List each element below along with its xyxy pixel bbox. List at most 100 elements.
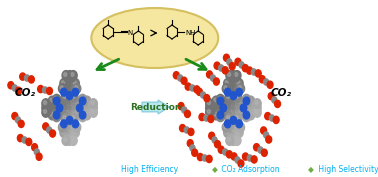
Circle shape bbox=[83, 110, 91, 120]
Circle shape bbox=[222, 110, 226, 114]
Circle shape bbox=[253, 99, 261, 109]
Circle shape bbox=[79, 112, 87, 122]
Circle shape bbox=[76, 104, 83, 112]
Circle shape bbox=[85, 112, 88, 116]
Circle shape bbox=[229, 114, 233, 118]
Circle shape bbox=[225, 120, 231, 128]
Circle shape bbox=[261, 127, 266, 134]
Circle shape bbox=[237, 84, 245, 93]
Circle shape bbox=[228, 112, 236, 122]
Circle shape bbox=[54, 103, 62, 113]
Circle shape bbox=[211, 75, 215, 81]
Circle shape bbox=[52, 110, 55, 114]
Circle shape bbox=[73, 101, 81, 111]
Circle shape bbox=[88, 101, 96, 110]
Circle shape bbox=[237, 130, 240, 134]
Circle shape bbox=[80, 96, 84, 100]
Circle shape bbox=[237, 81, 240, 84]
Circle shape bbox=[235, 116, 239, 119]
Circle shape bbox=[182, 107, 187, 113]
Circle shape bbox=[229, 63, 235, 70]
Circle shape bbox=[221, 105, 224, 109]
Circle shape bbox=[51, 107, 54, 111]
Circle shape bbox=[51, 98, 59, 108]
Circle shape bbox=[47, 109, 50, 113]
Circle shape bbox=[66, 85, 74, 95]
Circle shape bbox=[243, 111, 249, 119]
Circle shape bbox=[246, 67, 253, 74]
Circle shape bbox=[59, 84, 67, 93]
Circle shape bbox=[48, 105, 52, 109]
Circle shape bbox=[74, 109, 82, 118]
Circle shape bbox=[238, 86, 242, 90]
Circle shape bbox=[50, 98, 53, 102]
Circle shape bbox=[42, 99, 50, 109]
Circle shape bbox=[63, 107, 71, 116]
Circle shape bbox=[245, 98, 253, 108]
Circle shape bbox=[85, 98, 88, 102]
Circle shape bbox=[60, 86, 63, 90]
Circle shape bbox=[227, 134, 235, 144]
Circle shape bbox=[240, 110, 243, 114]
Circle shape bbox=[43, 110, 46, 113]
Circle shape bbox=[241, 108, 249, 117]
Circle shape bbox=[216, 110, 219, 114]
Circle shape bbox=[209, 102, 212, 106]
Circle shape bbox=[69, 82, 72, 86]
Circle shape bbox=[68, 100, 76, 109]
Circle shape bbox=[67, 123, 70, 127]
Circle shape bbox=[50, 105, 58, 115]
Circle shape bbox=[229, 136, 237, 145]
Circle shape bbox=[12, 85, 17, 91]
Circle shape bbox=[69, 136, 77, 145]
Circle shape bbox=[214, 109, 222, 118]
Circle shape bbox=[71, 116, 75, 119]
Circle shape bbox=[228, 138, 231, 142]
Circle shape bbox=[71, 128, 79, 138]
Circle shape bbox=[225, 81, 233, 91]
Circle shape bbox=[57, 105, 60, 109]
Circle shape bbox=[47, 102, 50, 105]
Circle shape bbox=[91, 105, 94, 109]
Circle shape bbox=[224, 107, 227, 111]
Circle shape bbox=[61, 125, 69, 135]
Circle shape bbox=[67, 126, 75, 136]
Circle shape bbox=[66, 77, 74, 86]
Circle shape bbox=[43, 105, 46, 109]
Circle shape bbox=[66, 91, 74, 101]
Circle shape bbox=[87, 102, 91, 105]
Circle shape bbox=[240, 100, 243, 104]
Circle shape bbox=[70, 77, 73, 81]
Circle shape bbox=[86, 105, 89, 109]
Circle shape bbox=[231, 79, 234, 82]
Circle shape bbox=[244, 114, 247, 118]
Circle shape bbox=[228, 87, 231, 91]
Circle shape bbox=[239, 62, 244, 68]
Circle shape bbox=[211, 102, 214, 105]
Circle shape bbox=[235, 123, 238, 127]
Circle shape bbox=[91, 110, 94, 113]
Circle shape bbox=[47, 103, 55, 113]
Circle shape bbox=[64, 138, 67, 142]
Circle shape bbox=[217, 97, 224, 105]
Circle shape bbox=[228, 133, 231, 137]
Circle shape bbox=[252, 101, 260, 110]
Text: High Efficiency: High Efficiency bbox=[121, 165, 181, 175]
Circle shape bbox=[251, 109, 254, 113]
Circle shape bbox=[224, 124, 227, 128]
Circle shape bbox=[253, 103, 261, 113]
Circle shape bbox=[259, 76, 265, 83]
Circle shape bbox=[255, 110, 258, 113]
Circle shape bbox=[231, 110, 234, 114]
Circle shape bbox=[67, 117, 70, 121]
Circle shape bbox=[178, 75, 183, 81]
Circle shape bbox=[220, 104, 226, 112]
Circle shape bbox=[238, 103, 242, 107]
Circle shape bbox=[63, 75, 71, 85]
Circle shape bbox=[34, 149, 39, 155]
Circle shape bbox=[228, 73, 231, 76]
Circle shape bbox=[88, 106, 96, 115]
Circle shape bbox=[258, 147, 263, 153]
Circle shape bbox=[90, 102, 93, 106]
Circle shape bbox=[236, 88, 242, 96]
